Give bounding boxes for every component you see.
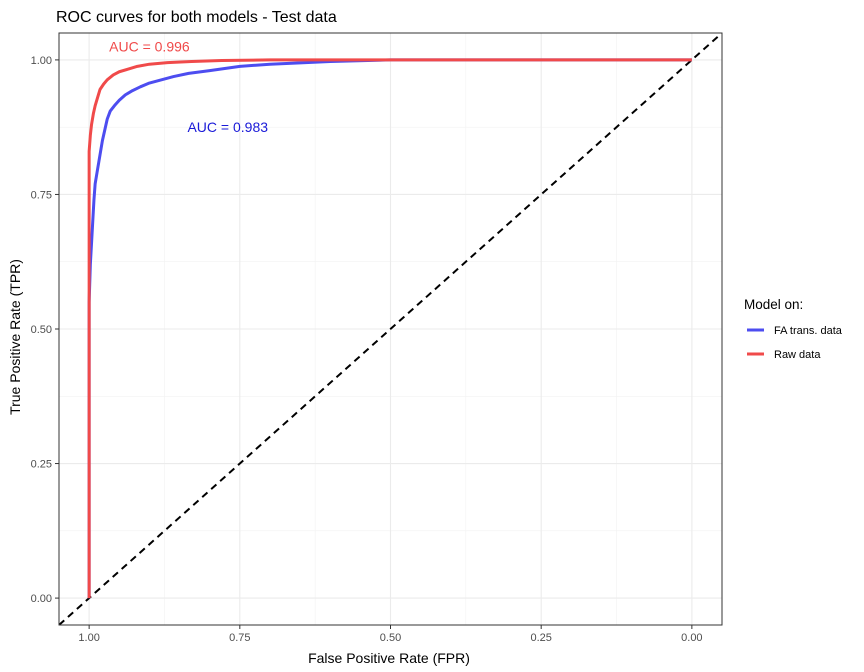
x-axis-ticks: 1.00 0.75 0.50 0.25 0.00 xyxy=(78,625,703,644)
legend-label: FA trans. data xyxy=(774,325,843,337)
legend-title: Model on: xyxy=(744,297,803,312)
y-tick-label: 0.50 xyxy=(31,324,52,336)
x-tick-label: 0.75 xyxy=(229,632,250,644)
x-tick-label: 1.00 xyxy=(78,632,99,644)
y-axis-title: True Positive Rate (TPR) xyxy=(7,259,23,415)
y-tick-label: 1.00 xyxy=(31,55,52,67)
x-tick-label: 0.25 xyxy=(530,632,551,644)
series-line-fa-trans-data xyxy=(87,58,692,599)
reference-line xyxy=(59,33,722,625)
x-axis-title: False Positive Rate (FPR) xyxy=(308,650,470,666)
auc-annotation: AUC = 0.996 xyxy=(109,38,190,54)
y-tick-label: 0.75 xyxy=(31,189,52,201)
x-tick-label: 0.50 xyxy=(380,632,401,644)
chart-title: ROC curves for both models - Test data xyxy=(56,9,337,26)
y-tick-label: 0.00 xyxy=(31,593,52,605)
series-line-raw-data xyxy=(87,58,692,599)
y-tick-label: 0.25 xyxy=(31,459,52,471)
auc-annotation: AUC = 0.983 xyxy=(187,119,268,135)
y-axis-ticks: 0.00 0.25 0.50 0.75 1.00 xyxy=(31,55,59,605)
reference-diagonal-line xyxy=(59,33,722,625)
annotations: AUC = 0.996 AUC = 0.983 xyxy=(109,38,268,135)
series-layer xyxy=(87,58,692,599)
legend-label: Raw data xyxy=(774,349,821,361)
legend: Model on: FA trans. data Raw data xyxy=(744,297,843,361)
x-tick-label: 0.00 xyxy=(681,632,702,644)
